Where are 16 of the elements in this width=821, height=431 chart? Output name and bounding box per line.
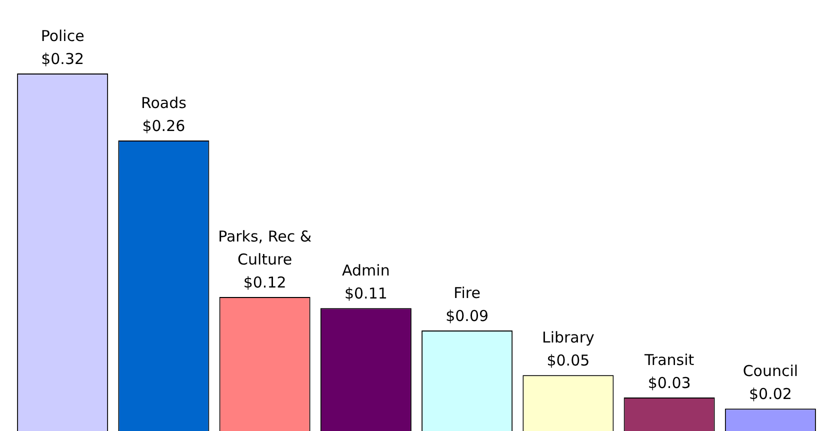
x-tick-label: Roads: [140, 94, 187, 112]
x-tick-label: Police: [40, 26, 84, 45]
data-label: $0.03: [648, 374, 691, 392]
x-tick-label: Fire: [454, 284, 480, 302]
data-label: $0.26: [142, 116, 186, 135]
data-label: $0.11: [344, 284, 388, 303]
data-label: $0.09: [446, 306, 489, 325]
x-tick-label: Library: [542, 328, 595, 347]
data-label: $0.32: [41, 50, 84, 68]
x-tick-label: Parks, Rec & Culture: [218, 227, 312, 268]
data-label: $0.05: [546, 352, 590, 370]
x-tick-label: Council: [742, 362, 798, 380]
data-label: $0.02: [748, 385, 792, 404]
x-tick-label: Admin: [342, 262, 390, 280]
x-tick-label: Transit: [643, 350, 694, 369]
data-label: $0.12: [243, 273, 286, 292]
